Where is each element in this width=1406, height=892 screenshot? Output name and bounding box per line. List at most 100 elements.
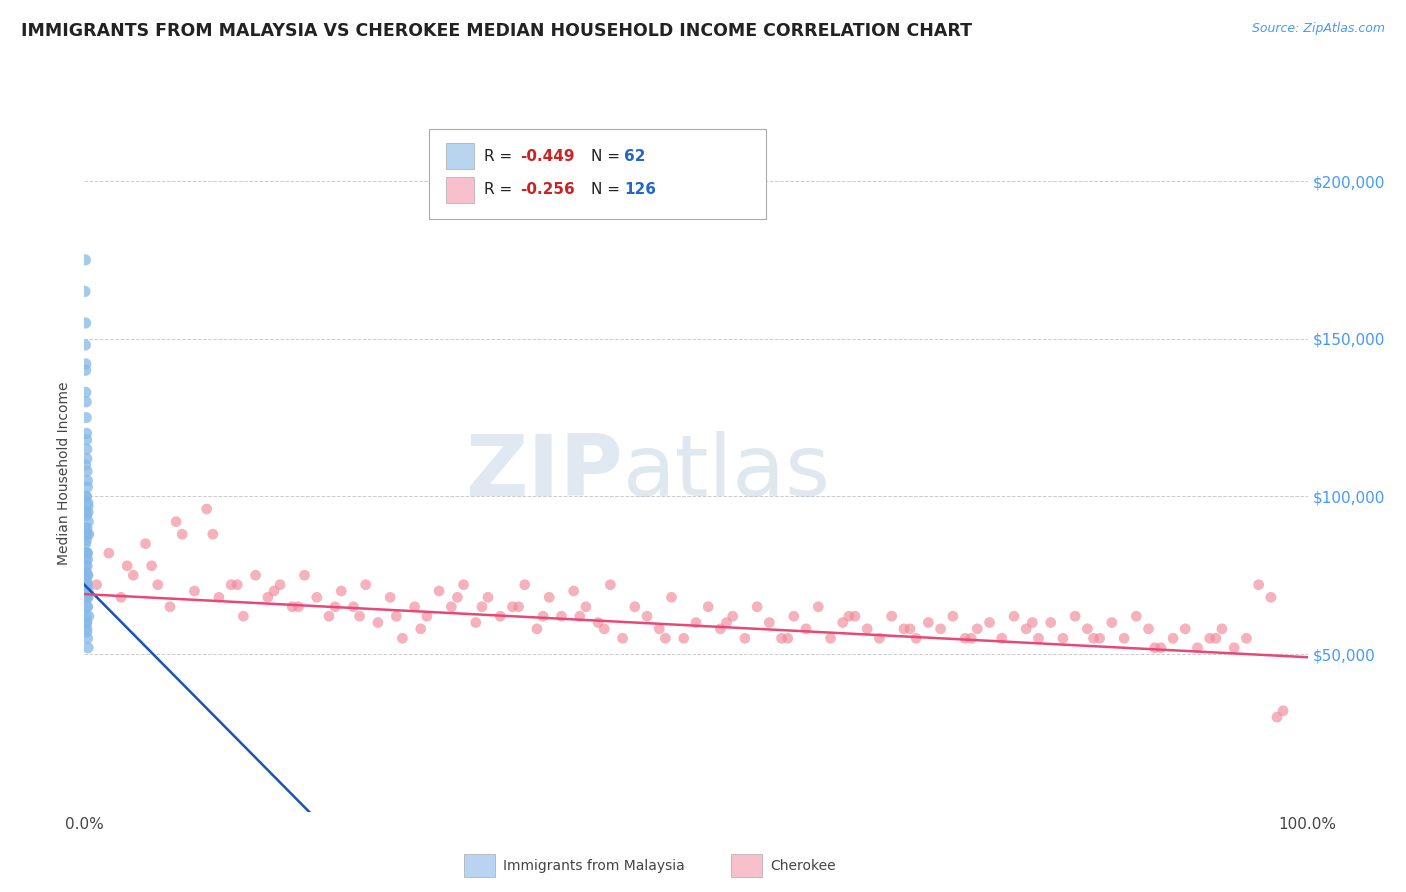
Point — [1205, 632, 1227, 646]
Point — [76, 632, 98, 646]
Point — [1083, 632, 1105, 646]
Point — [75, 533, 97, 548]
Point — [75, 394, 97, 409]
Point — [844, 609, 866, 624]
Point — [287, 599, 309, 614]
Point — [453, 577, 475, 591]
Point — [172, 527, 194, 541]
Point — [409, 622, 432, 636]
Point — [979, 615, 1001, 630]
Point — [201, 527, 224, 541]
Point — [531, 609, 554, 624]
Point — [721, 609, 744, 624]
Point — [1101, 615, 1123, 630]
Point — [75, 537, 97, 551]
Point — [75, 609, 97, 624]
Text: -0.256: -0.256 — [520, 183, 575, 197]
Point — [76, 480, 98, 494]
Point — [838, 609, 860, 624]
Text: R =: R = — [484, 149, 517, 163]
Point — [269, 577, 291, 591]
Point — [77, 591, 100, 605]
Point — [73, 285, 96, 299]
Text: R =: R = — [484, 183, 517, 197]
Point — [323, 599, 346, 614]
Point — [734, 632, 756, 646]
Point — [135, 537, 157, 551]
Point — [77, 584, 100, 599]
Text: Cherokee: Cherokee — [770, 859, 837, 873]
Point — [856, 622, 879, 636]
Point — [195, 502, 218, 516]
Point — [905, 632, 928, 646]
Point — [1247, 577, 1270, 591]
Point — [257, 591, 280, 605]
Point — [226, 577, 249, 591]
Point — [1125, 609, 1147, 624]
Point — [219, 577, 242, 591]
Point — [75, 357, 97, 371]
Point — [75, 490, 97, 504]
Point — [697, 599, 720, 614]
Point — [76, 574, 98, 589]
Point — [141, 558, 163, 573]
Point — [76, 474, 98, 488]
Point — [820, 632, 842, 646]
Point — [1021, 615, 1043, 630]
Point — [76, 451, 98, 466]
Point — [183, 584, 205, 599]
Point — [76, 584, 98, 599]
Point — [758, 615, 780, 630]
Point — [115, 558, 138, 573]
Point — [75, 505, 97, 519]
Point — [440, 599, 463, 614]
Point — [330, 584, 353, 599]
Point — [349, 609, 371, 624]
Point — [75, 458, 97, 472]
Point — [75, 252, 97, 267]
Point — [1052, 632, 1074, 646]
Point — [776, 632, 799, 646]
Text: ZIP: ZIP — [465, 431, 623, 515]
Point — [1198, 632, 1220, 646]
Point — [1150, 640, 1173, 655]
Point — [1187, 640, 1209, 655]
Point — [75, 316, 97, 330]
Point — [1064, 609, 1087, 624]
Point — [75, 546, 97, 560]
Point — [76, 558, 98, 573]
Point — [624, 599, 647, 614]
Point — [1236, 632, 1258, 646]
Point — [76, 496, 98, 510]
Point — [75, 558, 97, 573]
Point — [75, 568, 97, 582]
Point — [76, 552, 98, 566]
Point — [636, 609, 658, 624]
Point — [122, 568, 145, 582]
Point — [208, 591, 231, 605]
Point — [586, 615, 609, 630]
Point — [770, 632, 793, 646]
Point — [471, 599, 494, 614]
Point — [575, 599, 598, 614]
Point — [831, 615, 853, 630]
Point — [76, 527, 98, 541]
Point — [880, 609, 903, 624]
Point — [1002, 609, 1025, 624]
Point — [654, 632, 676, 646]
Point — [1028, 632, 1050, 646]
Point — [960, 632, 983, 646]
Point — [685, 615, 707, 630]
Point — [294, 568, 316, 582]
Point — [76, 591, 98, 605]
Point — [76, 521, 98, 535]
Point — [75, 338, 97, 352]
Point — [380, 591, 402, 605]
Point — [75, 565, 97, 579]
Point — [747, 599, 769, 614]
Point — [929, 622, 952, 636]
Point — [794, 622, 817, 636]
Point — [76, 546, 98, 560]
Point — [76, 615, 98, 630]
Point — [1114, 632, 1136, 646]
